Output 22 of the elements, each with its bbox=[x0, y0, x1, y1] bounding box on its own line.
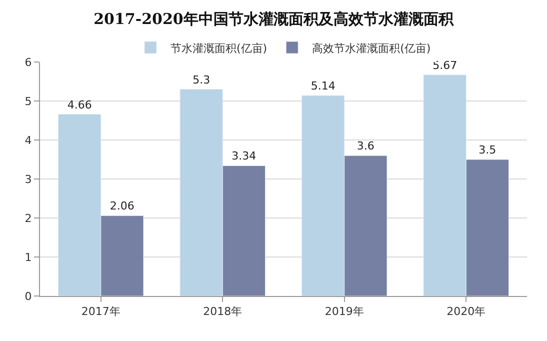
y-tick-label: 4 bbox=[24, 134, 32, 147]
data-label: 5.3 bbox=[192, 73, 210, 86]
x-tick-label: 2020年 bbox=[446, 305, 486, 318]
y-tick-label: 5 bbox=[24, 94, 32, 108]
y-tick-label: 0 bbox=[24, 290, 32, 303]
data-label: 3.6 bbox=[356, 140, 374, 153]
data-label: 5.14 bbox=[310, 80, 336, 93]
data-label: 3.34 bbox=[232, 150, 256, 163]
x-tick-label: 2019年 bbox=[324, 305, 364, 318]
data-label: 3.5 bbox=[478, 144, 496, 156]
data-label: 4.66 bbox=[67, 98, 92, 112]
data-label: 2.06 bbox=[110, 200, 134, 213]
data-label: 5.67 bbox=[432, 58, 458, 72]
chart-title: 2017-2020年中国节水灌溉面积及高效节水灌溉面积 bbox=[94, 10, 454, 28]
y-tick-label: 1 bbox=[24, 250, 32, 264]
x-tick-label: 2018年 bbox=[203, 305, 242, 318]
x-tick-label: 2017年 bbox=[81, 305, 120, 318]
legend-label: 节水灌溉面积(亿亩) bbox=[170, 42, 268, 55]
y-tick-label: 2 bbox=[24, 212, 32, 225]
y-tick-label: 3 bbox=[24, 172, 32, 186]
y-tick-label: 6 bbox=[24, 56, 32, 69]
legend-label: 高效节水灌溉面积(亿亩) bbox=[312, 42, 431, 55]
